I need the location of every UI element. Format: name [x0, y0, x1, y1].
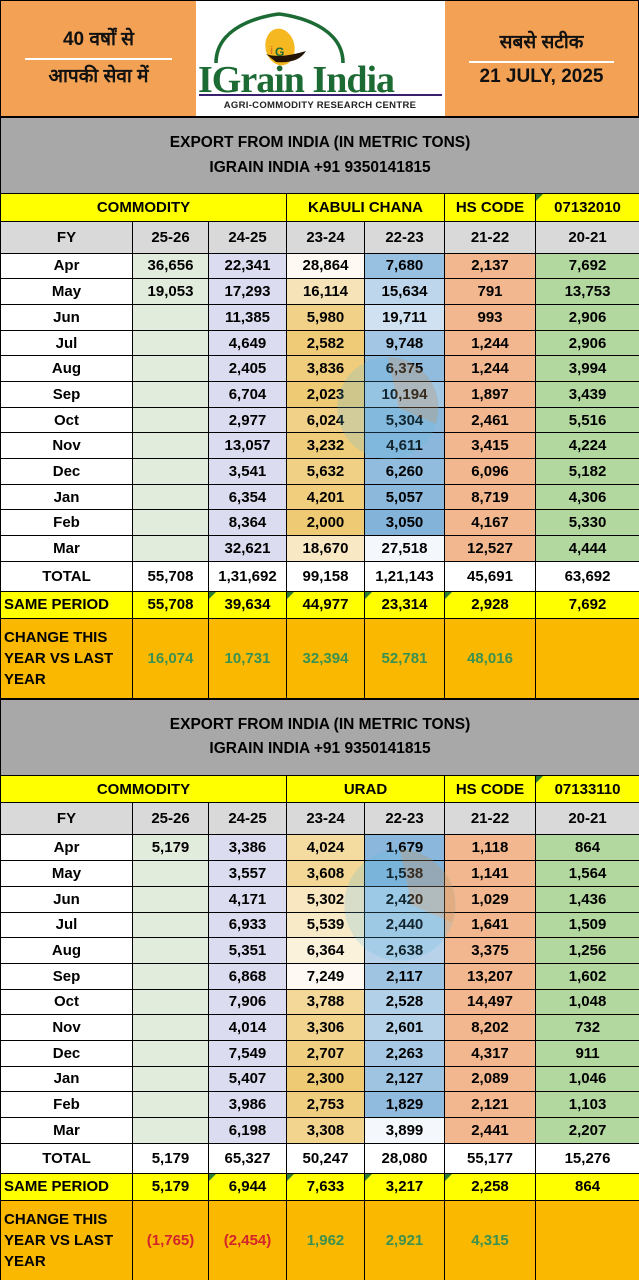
svg-text:i: i — [270, 45, 273, 57]
svg-text:AGRI-COMMODITY RESEARCH CENTRE: AGRI-COMMODITY RESEARCH CENTRE — [224, 100, 417, 111]
svg-text:G: G — [275, 45, 284, 59]
